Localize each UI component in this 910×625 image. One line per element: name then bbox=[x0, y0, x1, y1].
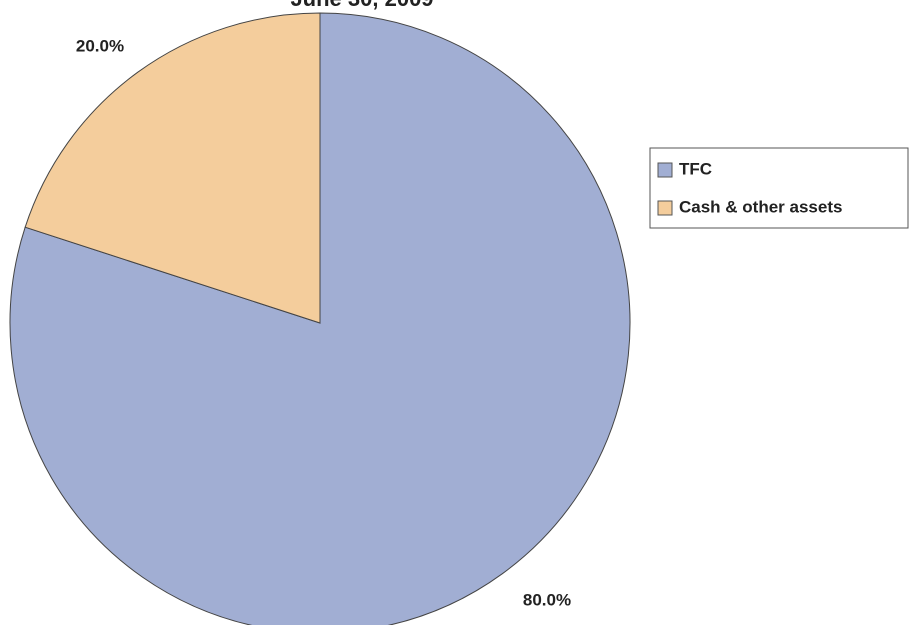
legend-label: Cash & other assets bbox=[679, 197, 842, 216]
data-label: 20.0% bbox=[76, 36, 124, 55]
legend-swatch bbox=[657, 200, 673, 216]
legend-label: TFC bbox=[679, 159, 712, 178]
data-label: 80.0% bbox=[523, 590, 571, 609]
legend-box bbox=[649, 147, 909, 229]
chart-title: June 30, 2009 bbox=[290, 0, 433, 11]
pie-slice bbox=[24, 12, 321, 324]
pie-slice bbox=[9, 12, 631, 625]
legend-swatch bbox=[657, 162, 673, 178]
